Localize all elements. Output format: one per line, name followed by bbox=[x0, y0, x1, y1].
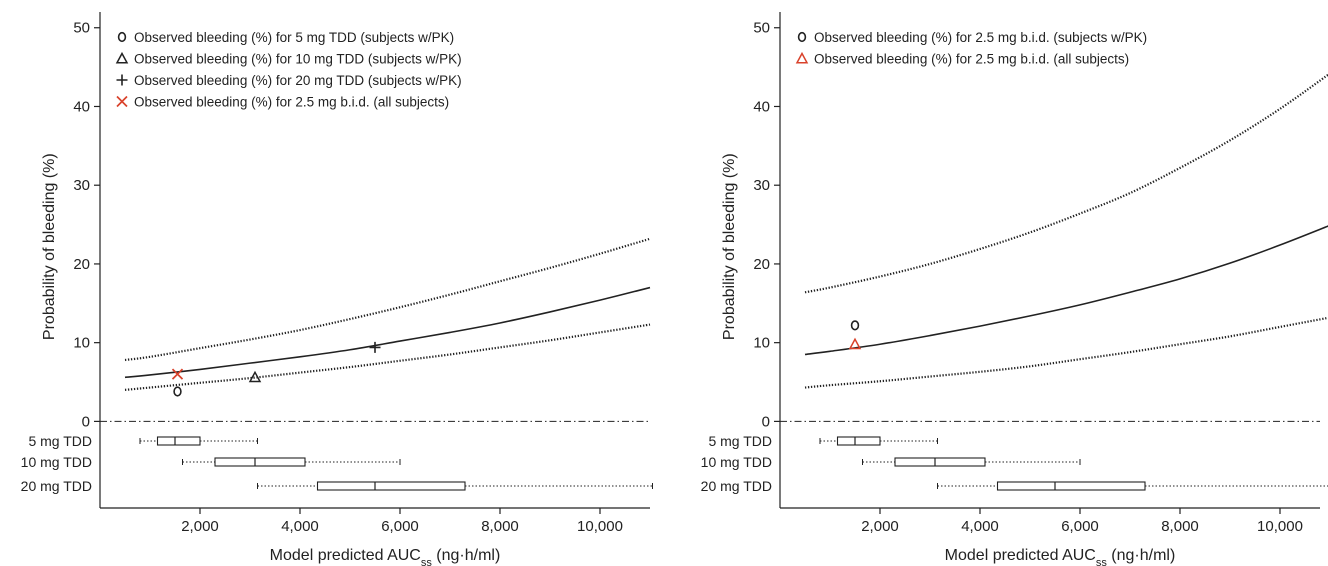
legend-marker-circle bbox=[797, 31, 807, 43]
y-axis-title: Probability of bleeding (%) bbox=[721, 153, 738, 340]
legend-entry: Observed bleeding (%) for 5 mg TDD (subj… bbox=[134, 30, 454, 45]
chart-panel-left: 0 10 20 30 40 50 2,000 4,000 6,000 8,000 10,000 Obs… bbox=[21, 12, 653, 566]
y-tick-label: 20 bbox=[73, 256, 90, 273]
boxplot-box bbox=[836, 436, 881, 446]
boxplot-label: 20 mg TDD bbox=[701, 478, 772, 494]
legend-marker-cross bbox=[116, 95, 128, 108]
observed-point-cross bbox=[171, 368, 184, 380]
median-curve bbox=[124, 286, 651, 379]
lower-ci-curve bbox=[804, 316, 1328, 389]
legend-marker-circle bbox=[117, 31, 127, 43]
x-tick-label: 6,000 bbox=[381, 518, 419, 535]
x-tick-label: 8,000 bbox=[1161, 518, 1199, 535]
legend-entry: Observed bleeding (%) for 2.5 mg b.i.d. … bbox=[814, 52, 1129, 67]
y-tick-label: 30 bbox=[73, 177, 90, 194]
boxplot-label: 20 mg TDD bbox=[21, 478, 92, 494]
legend-marker-plus bbox=[116, 74, 128, 86]
y-tick-label: 40 bbox=[753, 98, 770, 115]
y-tick-label: 10 bbox=[753, 335, 770, 352]
y-tick-label: 40 bbox=[73, 98, 90, 115]
y-tick-label: 50 bbox=[73, 20, 90, 37]
median-curve bbox=[804, 225, 1328, 356]
upper-ci-curve bbox=[804, 73, 1328, 294]
x-tick-label: 10,000 bbox=[1257, 518, 1303, 535]
boxplot-label: 10 mg TDD bbox=[701, 454, 772, 470]
y-tick-label: 50 bbox=[753, 20, 770, 37]
legend-entry: Observed bleeding (%) for 10 mg TDD (sub… bbox=[134, 52, 462, 67]
observed-point-circle bbox=[850, 320, 860, 331]
boxplot-box bbox=[214, 457, 306, 467]
legend-marker-triangle bbox=[115, 51, 129, 64]
lower-ci-curve bbox=[124, 323, 651, 391]
observed-point-circle bbox=[173, 386, 182, 397]
x-tick-label: 2,000 bbox=[861, 518, 899, 535]
y-tick-label: 20 bbox=[753, 256, 770, 273]
x-axis-title: Model predicted AUCss (ng·h/ml) bbox=[270, 547, 501, 566]
legend-entry: Observed bleeding (%) for 20 mg TDD (sub… bbox=[134, 73, 462, 88]
upper-ci-curve bbox=[124, 237, 651, 362]
x-tick-label: 8,000 bbox=[481, 518, 519, 535]
boxplot-label: 5 mg TDD bbox=[28, 433, 92, 449]
boxplot-label: 10 mg TDD bbox=[21, 454, 92, 470]
observed-point-triangle bbox=[848, 337, 862, 350]
y-tick-label: 10 bbox=[73, 335, 90, 352]
x-tick-label: 2,000 bbox=[181, 518, 219, 535]
boxplot-box bbox=[996, 481, 1146, 491]
legend-entry: Observed bleeding (%) for 2.5 mg b.i.d. … bbox=[134, 95, 449, 110]
boxplot-label: 5 mg TDD bbox=[708, 433, 772, 449]
y-axis-title: Probability of bleeding (%) bbox=[41, 153, 58, 340]
boxplot-box bbox=[894, 457, 986, 467]
boxplot-box bbox=[156, 436, 201, 446]
legend-entry: Observed bleeding (%) for 2.5 mg b.i.d. … bbox=[814, 30, 1147, 45]
x-tick-label: 6,000 bbox=[1061, 518, 1099, 535]
boxplot-box bbox=[316, 481, 466, 491]
y-tick-label: 30 bbox=[753, 177, 770, 194]
x-tick-label: 10,000 bbox=[577, 518, 623, 535]
y-tick-label: 0 bbox=[762, 413, 770, 430]
legend-marker-triangle bbox=[795, 51, 809, 64]
observed-point-plus bbox=[369, 341, 381, 353]
observed-point-triangle bbox=[248, 370, 262, 383]
x-tick-label: 4,000 bbox=[961, 518, 999, 535]
x-axis-title: Model predicted AUCss (ng·h/ml) bbox=[945, 547, 1176, 566]
x-tick-label: 4,000 bbox=[281, 518, 319, 535]
chart-panel-right: 0 10 20 30 40 50 2,000 4,000 6,000 8,000 10,000 Obs… bbox=[701, 12, 1328, 566]
y-tick-label: 0 bbox=[82, 413, 90, 430]
